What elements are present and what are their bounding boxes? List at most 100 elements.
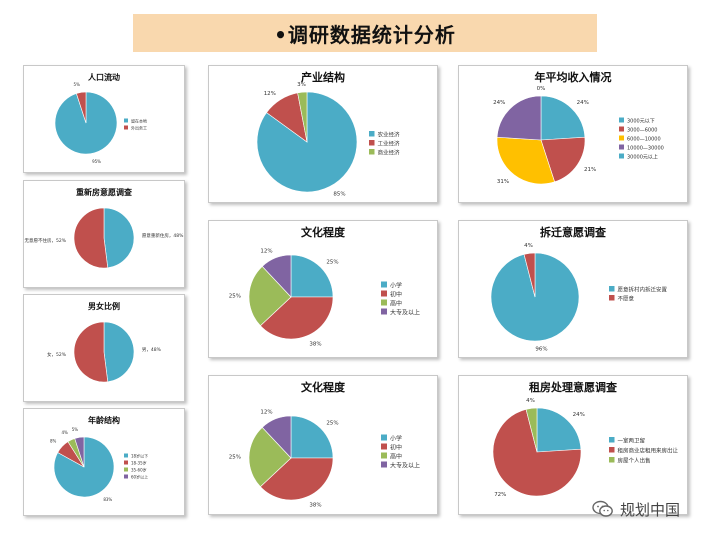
legend-swatch [609,457,615,463]
slice-value-label: 25% [229,454,241,460]
slice-value-label: 95% [92,159,101,164]
legend-swatch [381,290,387,297]
pie-slice [496,136,555,185]
pie-slice [525,407,538,453]
slice-value-label: 4% [61,430,68,435]
chart-title: 文化程度 [301,380,346,394]
watermark: 规划中国 [592,496,704,522]
chart-title: 人口流动 [88,72,120,82]
pie-slice [259,296,334,340]
legend-swatch [619,117,624,123]
legend-swatch [124,474,128,479]
chart-title: 年平均收入情况 [535,70,612,84]
chart-title: 拆迁意愿调查 [540,225,606,239]
legend-label: 外出务工 [131,125,147,131]
legend-label: 10000—30000 [627,146,664,152]
legend-swatch [381,452,387,459]
pie-slice [297,91,308,143]
pie-slice [248,426,292,488]
legend-label: 高中 [390,453,402,461]
legend-swatch [619,135,624,141]
legend-label: 愿意拆村内拆迁安置 [618,286,668,294]
legend-swatch [369,140,375,146]
slice-value-label: 38% [309,341,321,347]
slice-value-label: 12% [264,91,276,97]
chart-panel-education-1: 文化程度 25% 38% 25% 12% 小学 初中 高中 大专及以上 [208,220,438,358]
legend-label: 留在本地 [131,118,147,124]
slide-title-bar: •调研数据统计分析 [133,14,597,52]
chart-title: 文化程度 [301,225,346,239]
chart-panel-rental-disposal: 租房处理意愿调查 24% 72% 4% 一室两卫留 租房商业店租用来房出让 房屋个人出售 [458,375,688,515]
slice-value-label: 4% [526,398,535,404]
legend-swatch [609,447,615,453]
legend-swatch [124,118,128,123]
legend-swatch [381,281,387,288]
pie-slice [261,254,292,298]
slice-value-label: 25% [229,293,241,299]
chart-panel-rebuild-willingness: 重新房意愿调查 愿意重新住房，48% 无意愿不住房，52% [23,180,185,288]
slice-value-label: 0% [537,86,546,92]
legend-label: 小学 [390,435,402,443]
slice-value-label: 31% [497,179,509,185]
slice-value-label: 男，48% [142,347,162,353]
legend-label: 高中 [390,300,402,308]
slice-value-label: 5% [74,82,81,87]
pie-slice [261,415,292,459]
legend-label: 30000元以上 [627,154,658,161]
legend-swatch [619,153,624,159]
slice-value-label: 25% [326,259,338,265]
chart-panel-gender-ratio: 男女比例男，48% 女，52% [23,294,185,402]
legend-label: 60岁以上 [131,474,148,480]
slice-value-label: 24% [573,412,585,418]
pie-slice [523,252,536,298]
legend-swatch [381,308,387,315]
chart-annual-income: 年平均收入情况 24% 21% 31% 24% 0% 3000元以下 3000—6000 600… [493,70,664,185]
pie-slice [76,91,87,124]
chart-panel-annual-income: 年平均收入情况 24% 21% 31% 24% 0% 3000元以下 3000—6000 600… [458,65,688,203]
legend-label: 大专及以上 [390,462,420,470]
slide-title: •调研数据统计分析 [274,22,456,47]
legend-label: 6000—10000 [627,137,661,143]
slice-value-label: 12% [260,409,272,415]
wechat-icon [592,500,613,517]
pie-slice [492,409,582,497]
legend-swatch [369,149,375,155]
pie-slice [259,457,334,501]
legend-swatch [609,437,615,443]
pie-slice [290,254,334,298]
legend-label: 3000—6000 [627,128,657,134]
watermark-text: 规划中国 [620,500,681,519]
legend-swatch [124,453,128,458]
slice-value-label: 愿意重新住房，48% [142,232,184,239]
slice-value-label: 3% [297,82,306,88]
pie-slice [536,407,582,453]
legend-label: 工业经济 [378,140,401,148]
chart-panel-demolition-willingness: 拆迁意愿调查 96% 4% 愿意拆村内拆迁安置 不愿意 [458,220,688,358]
slice-value-label: 85% [333,192,345,198]
slice-value-label: 5% [72,427,79,432]
slice-value-label: 38% [309,502,321,508]
pie-slice [103,207,135,269]
pie-slice [74,436,85,468]
legend-label: 一室两卫留 [618,437,646,445]
pie-slice [496,95,542,141]
legend-label: 租房商业店租用来房出让 [618,447,679,455]
slice-value-label: 女，52% [47,351,67,358]
legend-swatch [381,299,387,306]
legend-label: 18岁以下 [131,453,148,459]
slice-value-label: 8% [50,438,57,443]
slice-value-label: 21% [584,167,596,173]
chart-title: 男女比例 [88,301,120,311]
pie-slice [540,136,586,183]
slice-value-label: 24% [577,100,589,106]
pie-slice [248,265,292,327]
chart-panel-population-flow: 人口流动 95% 5% 留在本地 外出务工 [23,65,185,173]
legend-label: 初中 [390,291,402,299]
